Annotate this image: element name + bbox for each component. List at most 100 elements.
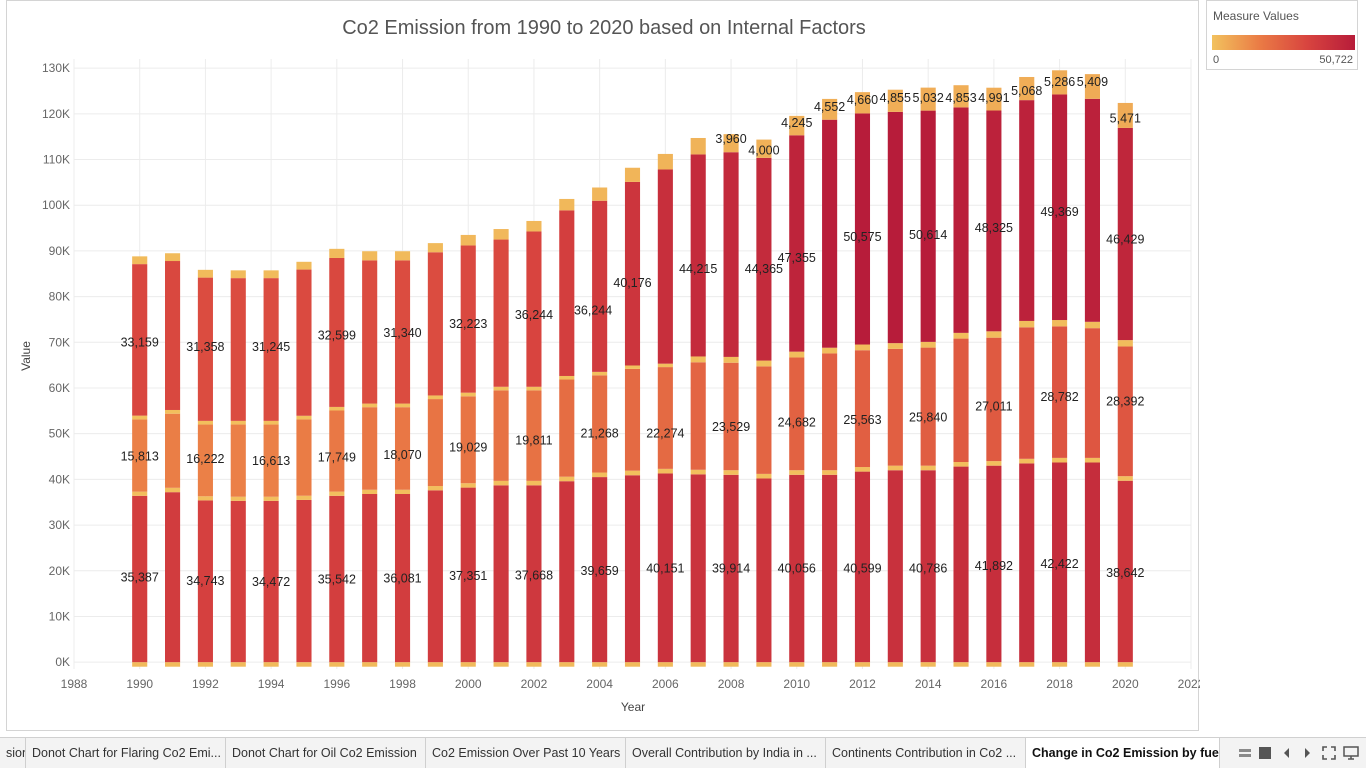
bar-segment[interactable] — [1052, 662, 1068, 667]
bar-segment[interactable] — [1052, 70, 1068, 95]
bar-segment[interactable] — [953, 338, 969, 463]
bar-segment[interactable] — [526, 386, 542, 391]
bar-segment[interactable] — [132, 256, 148, 265]
bar-segment[interactable] — [263, 420, 279, 425]
bar-segment[interactable] — [723, 474, 739, 663]
bar-segment[interactable] — [1084, 662, 1100, 667]
bar-segment[interactable] — [920, 341, 936, 348]
bar-segment[interactable] — [986, 87, 1002, 111]
bar-segment[interactable] — [362, 403, 378, 408]
bar-segment[interactable] — [460, 487, 476, 663]
bar-segment[interactable] — [296, 499, 312, 663]
bar-segment[interactable] — [592, 375, 608, 473]
bar-segment[interactable] — [1019, 100, 1035, 321]
bar-segment[interactable] — [427, 395, 443, 400]
color-legend[interactable]: Measure Values 0 50,722 — [1206, 0, 1358, 70]
bar-segment[interactable] — [1084, 321, 1100, 329]
tab-partial-sheet[interactable]: sion — [0, 738, 26, 768]
bar-segment[interactable] — [756, 157, 772, 361]
bar-segment[interactable] — [887, 465, 903, 471]
bar-segment[interactable] — [822, 347, 838, 354]
bar-segment[interactable] — [263, 662, 279, 667]
bar-segment[interactable] — [986, 662, 1002, 667]
bar-segment[interactable] — [592, 472, 608, 478]
bar-segment[interactable] — [296, 261, 312, 270]
bar-segment[interactable] — [263, 278, 279, 421]
bar-segment[interactable] — [624, 181, 641, 366]
bar-segment[interactable] — [657, 367, 673, 469]
bar-segment[interactable] — [165, 253, 181, 262]
bar-segment[interactable] — [493, 239, 509, 387]
bar-segment[interactable] — [953, 332, 969, 339]
bar-segment[interactable] — [723, 470, 739, 475]
bar-segment[interactable] — [986, 337, 1002, 462]
bar-segment[interactable] — [854, 344, 871, 351]
bar-segment[interactable] — [197, 424, 213, 497]
tab-past-10-years[interactable]: Co2 Emission Over Past 10 Years — [426, 738, 626, 768]
bar-segment[interactable] — [329, 257, 345, 407]
bar-segment[interactable] — [789, 470, 805, 475]
bar-segment[interactable] — [920, 347, 936, 466]
bar-segment[interactable] — [427, 243, 443, 253]
bar-segment[interactable] — [887, 470, 903, 663]
bar-segment[interactable] — [624, 470, 641, 476]
bar-segment[interactable] — [690, 662, 706, 667]
bar-segment[interactable] — [822, 662, 838, 667]
bar-segment[interactable] — [690, 469, 706, 475]
bar-segment[interactable] — [362, 493, 378, 663]
bar-segment[interactable] — [1019, 463, 1035, 663]
bar-segment[interactable] — [460, 234, 476, 246]
bar-segment[interactable] — [559, 210, 575, 376]
bar-segment[interactable] — [165, 492, 181, 663]
bar-segment[interactable] — [493, 390, 509, 481]
bar-segment[interactable] — [1019, 327, 1035, 459]
bar-segment[interactable] — [887, 111, 903, 344]
bar-segment[interactable] — [1084, 98, 1100, 322]
bar-segment[interactable] — [854, 92, 871, 114]
bar-segment[interactable] — [920, 110, 936, 342]
bar-segment[interactable] — [723, 356, 739, 363]
bar-segment[interactable] — [493, 480, 509, 486]
bar-segment[interactable] — [559, 476, 575, 482]
bar-segment[interactable] — [362, 489, 378, 494]
bar-segment[interactable] — [132, 662, 148, 667]
bar-segment[interactable] — [329, 248, 345, 258]
bar-segment[interactable] — [1117, 127, 1133, 341]
bar-segment[interactable] — [132, 495, 148, 663]
bar-segment[interactable] — [526, 485, 542, 663]
bar-segment[interactable] — [822, 119, 838, 348]
bar-segment[interactable] — [887, 662, 903, 667]
bar-segment[interactable] — [986, 461, 1002, 466]
tab-change-by-fuel[interactable]: Change in Co2 Emission by fuel — [1026, 738, 1220, 768]
bar-segment[interactable] — [329, 410, 345, 492]
bar-segment[interactable] — [1117, 662, 1133, 667]
bar-segment[interactable] — [592, 371, 608, 376]
bar-segment[interactable] — [427, 490, 443, 663]
bar-segment[interactable] — [394, 489, 411, 494]
presentation-mode-icon[interactable] — [1342, 744, 1360, 762]
bar-segment[interactable] — [197, 269, 213, 278]
bar-segment[interactable] — [1052, 320, 1068, 327]
bar-segment[interactable] — [460, 483, 476, 488]
bar-segment[interactable] — [165, 413, 181, 488]
bar-segment[interactable] — [657, 473, 673, 663]
bar-segment[interactable] — [953, 462, 969, 467]
bar-segment[interactable] — [230, 424, 246, 497]
bar-segment[interactable] — [362, 260, 378, 404]
bar-segment[interactable] — [592, 200, 608, 372]
bar-segment[interactable] — [854, 662, 871, 667]
bar-segment[interactable] — [854, 113, 871, 345]
bar-segment[interactable] — [1117, 340, 1133, 347]
bar-segment[interactable] — [197, 662, 213, 667]
bar-segment[interactable] — [756, 139, 772, 158]
show-sheet-icon[interactable] — [1256, 744, 1274, 762]
bar-segment[interactable] — [789, 115, 805, 136]
bar-segment[interactable] — [296, 495, 312, 500]
bar-segment[interactable] — [592, 662, 608, 667]
bar-segment[interactable] — [230, 496, 246, 501]
fullscreen-icon[interactable] — [1320, 744, 1338, 762]
bar-segment[interactable] — [394, 493, 411, 663]
bar-segment[interactable] — [526, 480, 542, 486]
bar-segment[interactable] — [920, 465, 936, 471]
bar-segment[interactable] — [986, 331, 1002, 338]
